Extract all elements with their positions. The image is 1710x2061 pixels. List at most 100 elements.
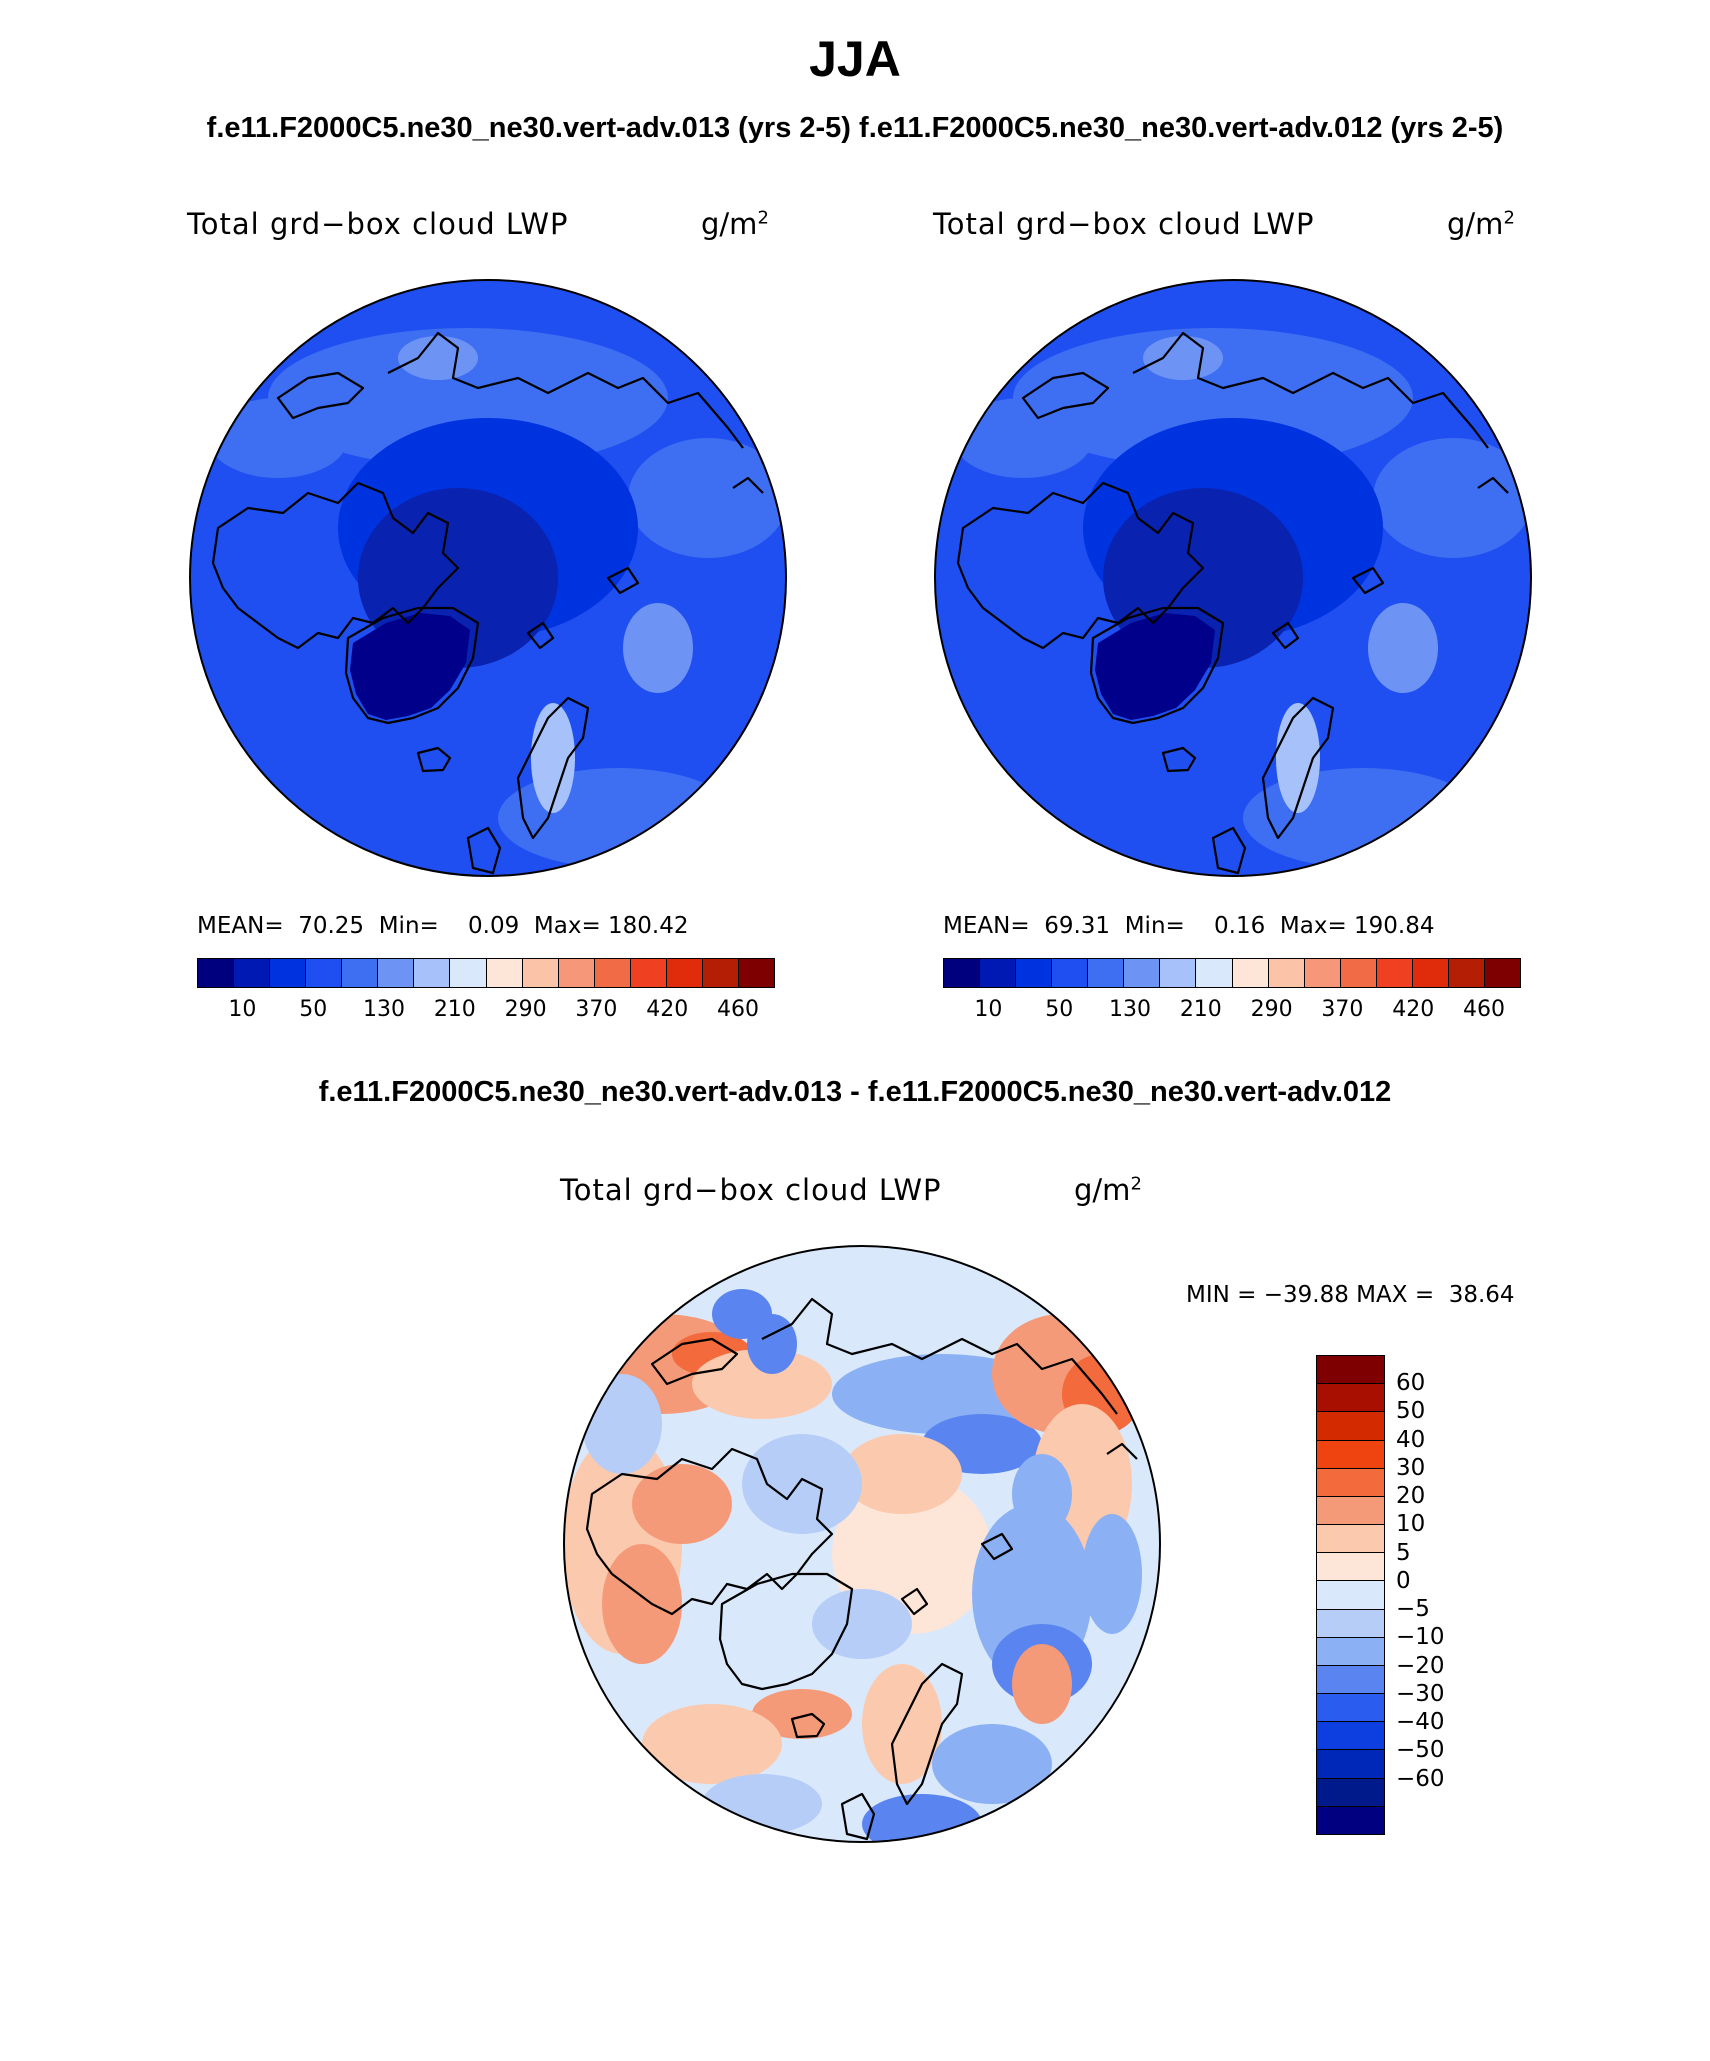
panel1-colorbar-swatch-15 [738,959,774,987]
panel2-colorbar-swatch-4 [1088,959,1125,987]
diff-anomaly-2 [692,1349,832,1419]
case2-title: f.e11.F2000C5.ne30_ne30.vert-adv.012 (yr… [859,112,1504,144]
diff-colorbar-swatch-14 [1317,1750,1384,1779]
diff-field [564,1246,1160,1842]
diff-colorbar-label-0: 60 [1396,1370,1426,1397]
panel1-coastline-7 [606,566,640,595]
panel1-light-band-west [208,398,348,478]
diff-max-value: 38.64 [1448,1282,1515,1308]
diff-anomaly-27 [1082,1514,1142,1634]
case1-title: f.e11.F2000C5.ne30_ne30.vert-adv.013 (yr… [206,112,851,144]
panel2-coastline-0 [956,481,1205,650]
diff-colorbar-swatch-8 [1317,1581,1384,1610]
diff-colorbar-labels: 60 50 40 30 20 10 5 0 −5 −10 −20 −30 −40 −50 −60 [1396,1355,1476,1835]
panel1-coastline-2 [387,331,744,449]
panel1-greenland-min [350,613,470,720]
panel1-coastline-3 [516,696,590,840]
panel2-map-border [934,279,1532,877]
panel2-light-band-west [953,398,1093,478]
diff-anomaly-16 [742,1434,862,1534]
panel2-coastline-8 [1021,371,1110,420]
panel1-colorbar-swatch-6 [414,959,451,987]
diff-anomaly-13 [632,1464,732,1544]
panel1-colorbar-label-1: 50 [299,997,328,1022]
panel1-colorbar-swatch-2 [270,959,307,987]
panel2-coastline-4 [1161,746,1197,773]
panel2-colorbar-swatch-15 [1484,959,1520,987]
diff-anomaly-21 [642,1704,782,1784]
diff-unit-text: g/m [1074,1173,1131,1207]
diff-minmax: MIN = −39.88 MAX = 38.64 [1186,1282,1515,1308]
panel2-mean-value: 69.31 [1044,913,1111,939]
panel2-colorbar-label-3: 210 [1179,997,1222,1022]
diff-colorbar-label-14: −60 [1396,1765,1445,1792]
panel2-colorbar-swatch-12 [1376,959,1413,987]
panel2-colorbar-swatch-11 [1340,959,1377,987]
diff-colorbar-swatch-0 [1317,1356,1384,1385]
panel2-pale-patch-3 [1368,603,1438,693]
diff-colorbar-swatch-7 [1317,1553,1384,1582]
panel1-colorbar-swatch-3 [306,959,343,987]
panel2-max-label: Max= [1279,913,1347,939]
diff-coastline-2 [761,1297,1118,1415]
panel2-colorbar-swatch-6 [1160,959,1197,987]
panel1-colorbar-swatch-14 [702,959,739,987]
panel1-colorbar-labels: 10 50 130 210 290 370 420 460 [197,997,775,1027]
panel2-colorbar [943,958,1521,988]
panel1-pale-patch-1 [398,336,478,380]
panel1-colorbar-swatch-11 [594,959,631,987]
panel2-greenland-min [1095,613,1215,720]
diff-max-label: MAX = [1356,1282,1435,1308]
panel2-stats: MEAN= 69.31 Min= 0.16 Max= 190.84 [943,913,1435,939]
panel2-colorbar-label-1: 50 [1045,997,1074,1022]
panel1-colorbar-swatch-0 [198,959,235,987]
panel1-map-border [189,279,787,877]
panel2-coastline-6 [1271,621,1300,650]
panel1-polar-map [189,279,787,877]
diff-colorbar-swatch-10 [1317,1637,1384,1666]
panel1-mean-value: 70.25 [298,913,365,939]
panel1-unit: g/m2 [701,207,769,241]
panel2-colorbar-swatch-5 [1124,959,1161,987]
diff-colorbar-swatch-11 [1317,1665,1384,1695]
panel2-colorbar-label-0: 10 [974,997,1003,1022]
panel2-coastline-9 [1477,476,1509,494]
diff-coastline-1 [718,1572,854,1691]
panel1-coastline-1 [344,606,480,725]
diff-colorbar-label-2: 40 [1396,1426,1426,1453]
panel1-unit-sup: 2 [757,207,769,229]
panel2-colorbar-label-6: 420 [1392,997,1435,1022]
diff-anomaly-26 [582,1374,662,1474]
panel1-colorbar [197,958,775,988]
panel1-colorbar-label-3: 210 [433,997,476,1022]
diff-coastline-0 [585,1447,834,1616]
diff-min-label: MIN = [1186,1282,1257,1308]
diff-colorbar-label-1: 50 [1396,1398,1426,1425]
panel2-unit: g/m2 [1447,207,1515,241]
panel2-colorbar-swatch-3 [1052,959,1089,987]
panel1-colorbar-swatch-12 [630,959,667,987]
diff-colorbar-swatch-16 [1317,1806,1384,1834]
diff-colorbar-swatch-9 [1317,1609,1384,1638]
diff-unit-sup: 2 [1130,1173,1142,1195]
panel2-colorbar-swatch-10 [1304,959,1341,987]
diff-coastline-9 [1106,1442,1138,1460]
diff-colorbar-swatch-15 [1317,1778,1384,1807]
diff-coastline-7 [980,1532,1014,1561]
diff-colorbar-label-13: −50 [1396,1737,1445,1764]
diff-colorbar-swatch-12 [1317,1694,1384,1723]
diff-colorbar-label-6: 5 [1396,1539,1411,1566]
diff-coastline-3 [890,1662,964,1806]
panel2-coastline-1 [1089,606,1225,725]
panel2-min-value: 0.16 [1214,913,1266,939]
panel2-colorbar-swatch-8 [1232,959,1269,987]
panel2-unit-text: g/m [1447,207,1504,241]
panel2-colorbar-label-5: 370 [1321,997,1364,1022]
panel2-pale-patch-1 [1143,336,1223,380]
panel1-colorbar-swatch-4 [342,959,379,987]
diff-colorbar-label-8: −5 [1396,1596,1430,1623]
panel1-pale-patch-3 [623,603,693,693]
panel1-field [190,280,786,876]
panel1-colorbar-swatch-9 [522,959,559,987]
panel1-colorbar-swatch-5 [378,959,415,987]
